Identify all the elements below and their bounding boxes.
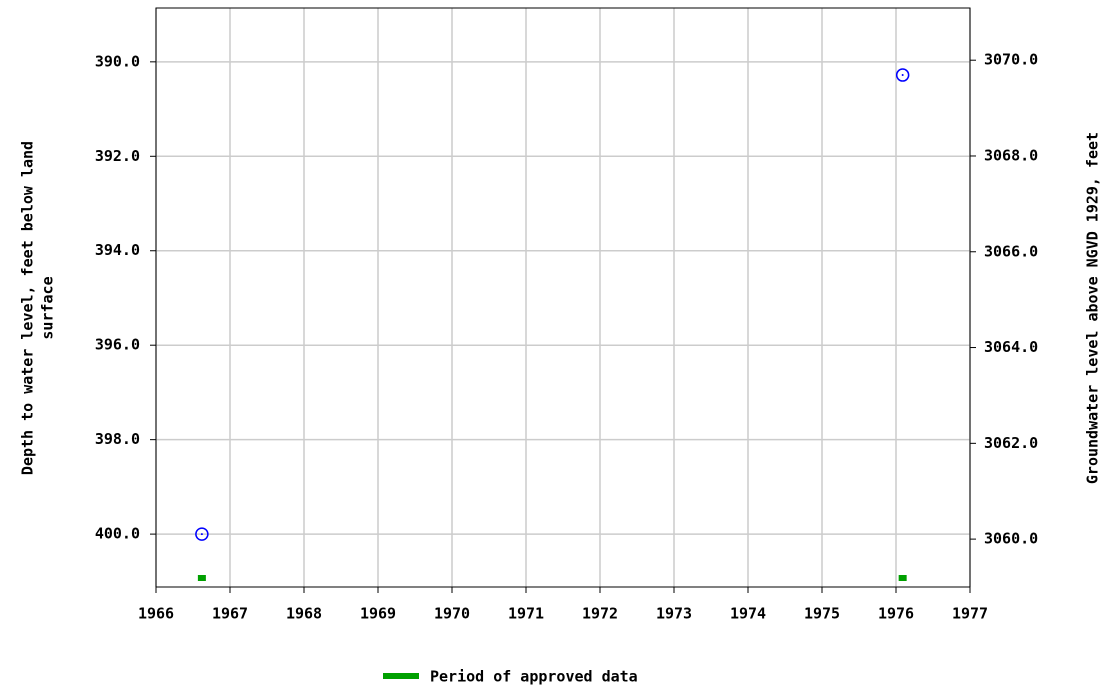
y2-tick-label: 3062.0	[984, 434, 1038, 452]
y-axis-label: surface	[39, 276, 57, 339]
data-point	[895, 68, 910, 82]
y2-tick-label: 3060.0	[984, 530, 1038, 548]
x-tick-label: 1973	[656, 605, 692, 623]
legend-swatch	[383, 673, 419, 679]
y-tick-label: 394.0	[95, 241, 140, 259]
x-tick-label: 1970	[434, 605, 470, 623]
data-point	[195, 527, 209, 541]
x-tick-label: 1969	[360, 605, 396, 623]
y2-tick-label: 3064.0	[984, 338, 1038, 356]
data-point-center	[901, 74, 904, 77]
x-tick-label: 1971	[508, 605, 544, 623]
y2-tick-label: 3070.0	[984, 51, 1038, 69]
x-tick-label: 1967	[212, 605, 248, 623]
x-tick-label: 1974	[730, 605, 766, 623]
y-tick-label: 392.0	[95, 147, 140, 165]
y-tick-label: 400.0	[95, 525, 140, 543]
x-tick-label: 1977	[952, 605, 988, 623]
y2-axis-label: Groundwater level above NGVD 1929, feet	[1084, 132, 1102, 484]
x-tick-label: 1976	[878, 605, 914, 623]
legend-label: Period of approved data	[430, 668, 638, 686]
y2-tick-label: 3066.0	[984, 242, 1038, 260]
data-point-center	[200, 533, 203, 536]
x-tick-label: 1972	[582, 605, 618, 623]
y-axis-label: Depth to water level, feet below land	[19, 141, 37, 475]
y-tick-label: 398.0	[95, 430, 140, 448]
approved-period	[197, 575, 206, 581]
approved-period	[898, 575, 907, 581]
y-tick-label: 390.0	[95, 52, 140, 70]
y2-tick-label: 3068.0	[984, 146, 1038, 164]
y-tick-label: 396.0	[95, 336, 140, 354]
x-tick-label: 1968	[286, 605, 322, 623]
x-tick-label: 1966	[138, 605, 174, 623]
plot-frame	[155, 7, 971, 588]
x-tick-label: 1975	[804, 605, 840, 623]
